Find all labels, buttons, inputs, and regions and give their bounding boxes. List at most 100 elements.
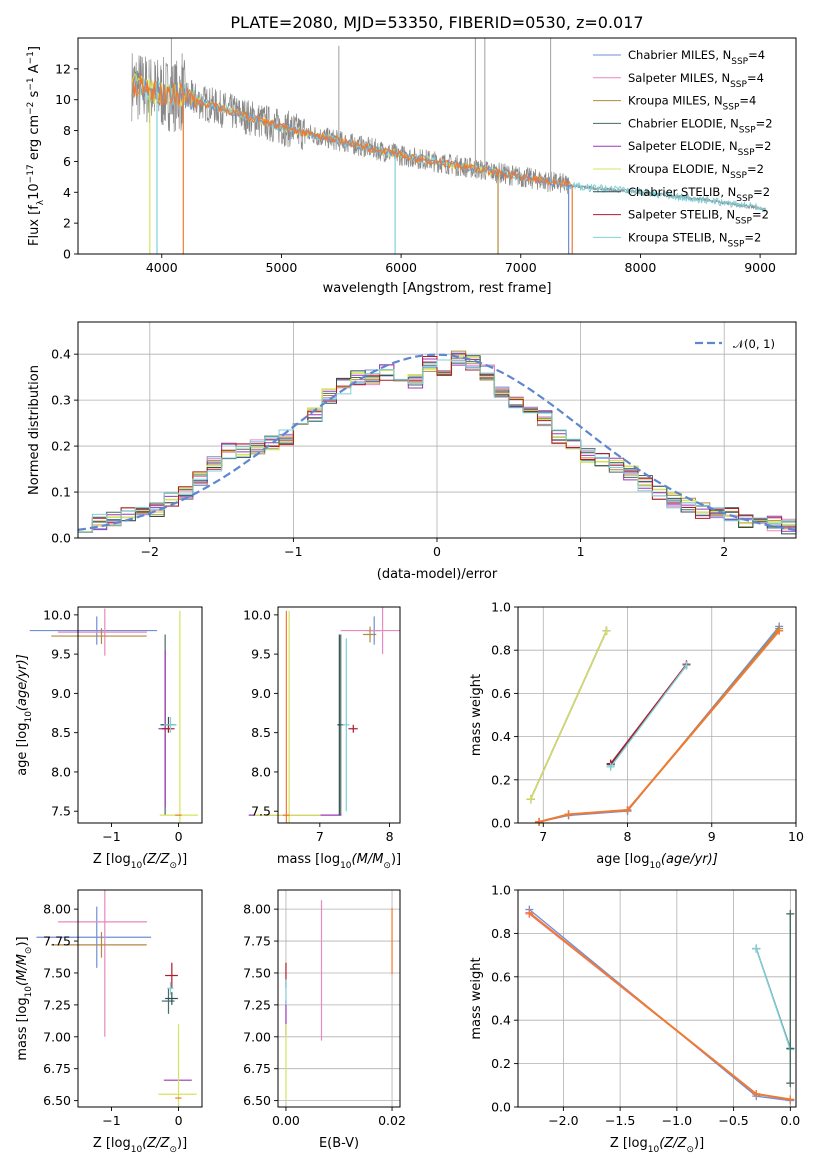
- y-tick-label: 0.6: [491, 969, 511, 984]
- x-axis-label-part: ⊙: [686, 1145, 694, 1155]
- legend-entry-kroupa-miles-part: =4: [739, 94, 756, 108]
- x-tick-label: 7000: [505, 260, 537, 275]
- y-axis-label-part: )]: [15, 936, 30, 946]
- y-tick-label: 0.2: [491, 772, 511, 787]
- y-tick-label: 10.0: [243, 607, 271, 622]
- y-tick-label: 8.00: [243, 902, 271, 917]
- y-tick-label: 0.2: [51, 439, 71, 454]
- x-axis-label-part: ⊙: [383, 861, 391, 871]
- errorbar-orange: [282, 610, 290, 823]
- y-tick-label: 9.0: [51, 686, 71, 701]
- y-axis-label-part: −1: [26, 51, 36, 64]
- y-tick-label: 2: [63, 216, 71, 231]
- weight-line: [610, 664, 688, 768]
- x-axis-label-part: age [log: [596, 852, 649, 867]
- legend-entry-kroupa-miles: Kroupa MILES, NSSP=4: [628, 94, 756, 113]
- weight-line: [538, 630, 780, 823]
- y-tick-label: 7.75: [243, 934, 271, 949]
- legend-entry-kroupa-elodie-part: SSP: [730, 171, 747, 181]
- y-tick-label: 6.75: [43, 1061, 71, 1076]
- x-axis-label-part: (age/yr)]: [661, 852, 718, 867]
- y-tick-label: 1.0: [491, 883, 511, 898]
- axes-frame: [277, 606, 401, 824]
- y-tick-label: 9.0: [251, 686, 271, 701]
- weight-line: [610, 663, 688, 765]
- axes-frame: [77, 37, 797, 255]
- legend-entry-salpeter-elodie: Salpeter ELODIE, NSSP=2: [628, 139, 771, 158]
- errorbar-chabrier-miles: [29, 616, 158, 645]
- y-axis-label-part: Flux [f: [27, 205, 42, 246]
- x-axis-label: (data-model)/error: [377, 567, 498, 582]
- x-axis-label: age [log10(age/yr)]: [596, 852, 718, 871]
- y-tick-label: 0.8: [491, 643, 511, 658]
- x-axis-label-part: 10: [648, 1145, 660, 1155]
- y-axis-label-part: 10: [27, 183, 42, 200]
- axes-frame: [77, 889, 203, 1108]
- y-tick-label: 6.50: [43, 1093, 71, 1108]
- axes-mass-age: 7 8 7.5 8.0 8.5 9.0 9.5 10.0 mass [log10(M/M⊙)]: [243, 606, 401, 871]
- y-tick-label: 7.50: [243, 965, 271, 980]
- y-tick-label: 0.0: [491, 1100, 511, 1115]
- y-tick-label: 8.0: [251, 764, 271, 779]
- weight-series-kroupa-miles: [535, 624, 784, 826]
- x-axis-label: Z [log10(Z/Z⊙)]: [610, 1136, 704, 1155]
- legend-entry-chabrier-miles-part: Chabrier MILES, N: [628, 48, 731, 62]
- x-tick-label: 10: [788, 829, 804, 844]
- panel-mass-age: 7 8 7.5 8.0 8.5 9.0 9.5 10.0 mass [log10(M/M⊙)]: [243, 606, 401, 871]
- errorbar-kroupa-stelib: [163, 716, 177, 733]
- legend-entry-chabrier-miles-part: =4: [748, 48, 765, 62]
- legend-entry-chabrier-stelib-part: =2: [753, 185, 770, 199]
- x-axis-label-part: 10: [340, 861, 352, 871]
- weight-line: [755, 948, 791, 1050]
- y-axis-label-part: −1: [26, 77, 36, 90]
- y-tick-label: 8.0: [51, 764, 71, 779]
- y-tick-label: 6: [63, 154, 71, 169]
- y-tick-label: 7.75: [43, 934, 71, 949]
- errorbar-salpeter-miles: [57, 890, 148, 1037]
- panel-spectrum: 4000 5000 6000 7000 8000 9000 0 2 4 6 8 10 12 wavelen…: [26, 37, 797, 296]
- x-axis-label-part: (Z/Z: [142, 1136, 170, 1151]
- weight-line: [529, 630, 608, 800]
- y-tick-label: 0.4: [491, 729, 511, 744]
- x-tick-label: 5000: [266, 260, 298, 275]
- y-tick-label: 7.50: [43, 965, 71, 980]
- legend-entry-kroupa-elodie: Kroupa ELODIE, NSSP=2: [628, 162, 764, 181]
- y-tick-label: 10: [55, 92, 71, 107]
- x-tick-label: 8: [386, 829, 394, 844]
- axes-frame: [517, 889, 797, 1108]
- y-axis-label-part: age [log: [15, 723, 30, 776]
- legend-entry-kroupa-elodie-part: Kroupa ELODIE, N: [628, 162, 730, 176]
- legend-entry-chabrier-elodie-part: =2: [756, 116, 773, 130]
- y-tick-label: 0: [63, 247, 71, 262]
- y-tick-label: 9.5: [251, 647, 271, 662]
- y-axis-label-part: −2: [26, 102, 36, 115]
- y-axis-label-part: s: [27, 90, 42, 101]
- normal-distribution-curve: [77, 353, 797, 531]
- x-tick-label: 0.02: [378, 1113, 406, 1128]
- y-tick-label: 9.5: [51, 647, 71, 662]
- model-spectrum-orange: [131, 74, 571, 188]
- y-tick-label: 0.1: [51, 485, 71, 500]
- y-axis-label: mass [log10(M/M⊙)]: [15, 936, 34, 1060]
- x-tick-label: 0.0: [780, 1113, 800, 1128]
- x-axis-label-part: (M/M: [352, 852, 384, 867]
- y-axis-label-part: A: [27, 64, 42, 77]
- errorbar-chabrier-elodie: [161, 988, 175, 1014]
- x-tick-label: 8000: [625, 260, 657, 275]
- errorbar-kroupa-elodie: [158, 1024, 197, 1107]
- axes-z-mass: −1 06.506.757.007.257.507.758.00Z [log10(…: [15, 889, 203, 1155]
- y-tick-label: 8.5: [51, 725, 71, 740]
- y-tick-label: 12: [55, 61, 71, 76]
- x-tick-label: 2: [720, 544, 728, 559]
- x-axis-label: Z [log10(Z/Z⊙)]: [93, 852, 187, 871]
- errorbar-salpeter-stelib: [161, 724, 175, 733]
- plot-area-z-weight: [525, 905, 795, 1105]
- x-tick-label: 0: [433, 544, 441, 559]
- legend-entry-chabrier-elodie: Chabrier ELODIE, NSSP=2: [628, 116, 773, 135]
- y-tick-label: 6.50: [243, 1093, 271, 1108]
- plot-area-z-age: [29, 608, 198, 823]
- x-tick-label: −1: [102, 829, 120, 844]
- legend-entry-salpeter-stelib-part: Salpeter STELIB, N: [628, 208, 735, 222]
- errorbar-salpeter-stelib: [165, 962, 178, 989]
- y-tick-label: 4: [63, 185, 71, 200]
